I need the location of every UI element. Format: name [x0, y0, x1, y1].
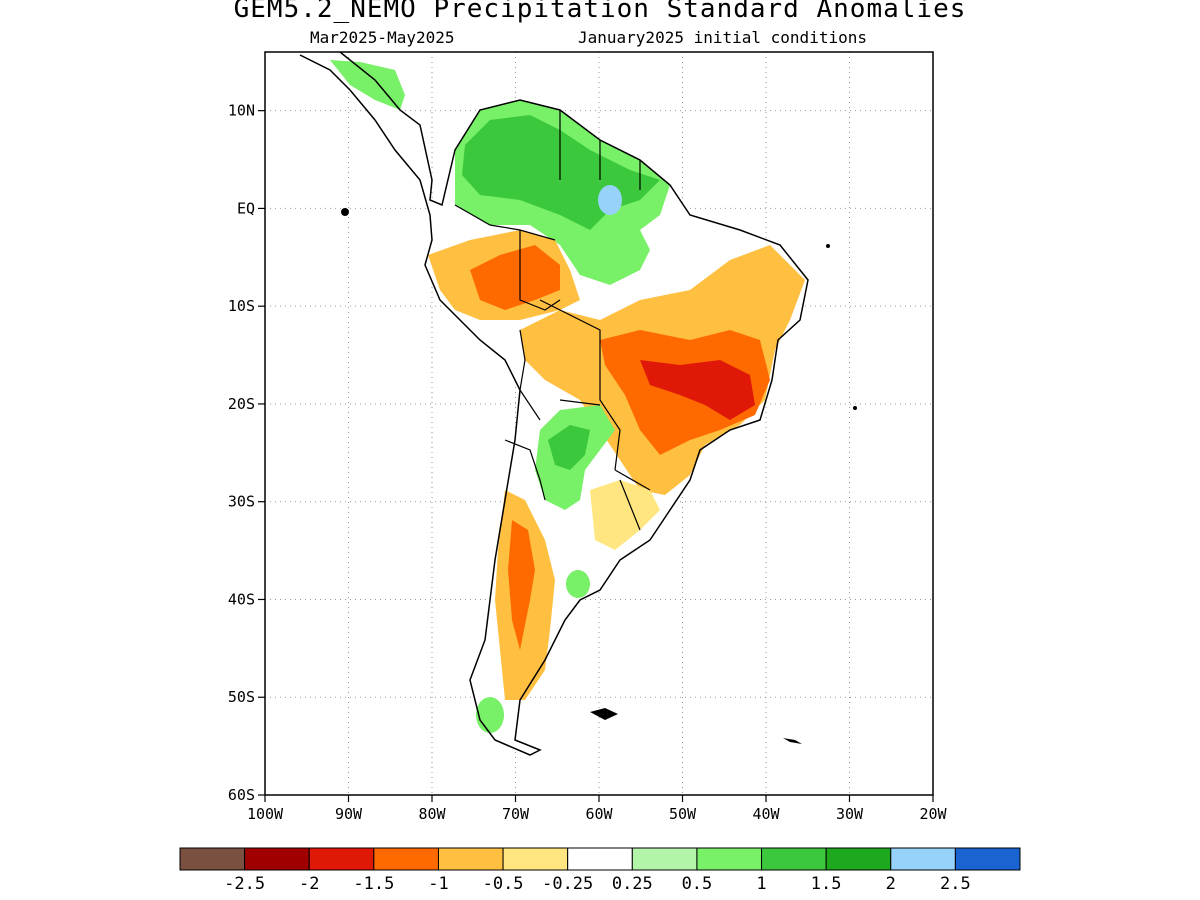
lat-tick-label: EQ: [237, 199, 255, 217]
colorbar-label: -0.5: [483, 874, 524, 894]
colorbar-swatch: [373, 847, 439, 871]
very-dry-region-west-amazon: [470, 245, 560, 310]
lon-tick-label: 20W: [919, 805, 947, 823]
atlantic-islet: [826, 244, 830, 248]
galapagos-islands: [341, 208, 349, 216]
lon-tick-label: 50W: [669, 805, 697, 823]
south-america-landmass: [300, 52, 808, 755]
colorbar-swatch: [890, 847, 956, 871]
wet-patch-central-america: [330, 60, 405, 110]
very-wet-region-paraguay: [548, 425, 590, 470]
colorbar-swatch: [502, 847, 569, 871]
lon-tick-label: 70W: [502, 805, 530, 823]
initial-conditions-label: January2025 initial conditions: [578, 28, 867, 47]
lon-tick-label: 40W: [752, 805, 780, 823]
colorbar-swatch: [825, 847, 892, 871]
colorbar-swatch: [179, 847, 246, 871]
very-dry-region-patagonia: [508, 520, 535, 650]
colorbar-label: 1: [756, 874, 766, 894]
south-georgia: [783, 738, 802, 744]
country-borders: [454, 110, 651, 531]
colorbar-swatch: [631, 847, 698, 871]
colorbar-swatch: [308, 847, 375, 871]
colorbar-label: 0.25: [612, 874, 653, 894]
colorbar-label: -2: [299, 874, 319, 894]
lon-tick-label: 90W: [335, 805, 363, 823]
lon-tick-label: 80W: [418, 805, 446, 823]
falkland-islands: [590, 708, 618, 720]
colorbar-swatch: [696, 847, 763, 871]
colorbar-swatch: [954, 847, 1021, 871]
wet-spot-patagonia: [566, 570, 590, 598]
colorbar-label: 2: [886, 874, 896, 894]
dry-region-uruguay: [590, 480, 660, 550]
colorbar-legend: -2.5 -2 -1.5 -1 -0.5 -0.25 0.25 0.5 1 1.5 2 2.5: [179, 847, 1021, 894]
forecast-period: Mar2025-May2025: [310, 28, 455, 47]
anomaly-field: [299, 52, 857, 756]
colorbar-swatch: [244, 847, 310, 871]
colorbar-label: 0.5: [682, 874, 713, 894]
lon-tick-label: 30W: [836, 805, 864, 823]
extreme-dry-region-brazil: [640, 360, 755, 420]
wet-spot-tierra-del-fuego: [476, 697, 504, 733]
coastline: [299, 52, 809, 756]
colorbar-label: 1.5: [811, 874, 842, 894]
colorbar-label: -1.5: [353, 874, 394, 894]
atlantic-islet: [853, 406, 857, 410]
colorbar-swatch: [761, 847, 827, 871]
lat-tick-label: 30S: [228, 493, 255, 511]
colorbar-swatch: [437, 847, 504, 871]
lat-tick-label: 60S: [228, 786, 255, 804]
lat-tick-label: 10S: [228, 297, 255, 315]
map-title: GEM5.2_NEMO Precipitation Standard Anoma…: [233, 0, 967, 24]
lat-tick-label: 50S: [228, 688, 255, 706]
lat-tick-label: 10N: [228, 102, 255, 120]
strong-wet-spot: [598, 185, 622, 215]
colorbar-swatch: [567, 847, 633, 871]
colorbar-label: 2.5: [940, 874, 971, 894]
lat-tick-label: 40S: [228, 590, 255, 608]
colorbar-label: -2.5: [224, 874, 265, 894]
lon-tick-label: 60W: [585, 805, 613, 823]
lat-tick-label: 20S: [228, 395, 255, 413]
lon-tick-label: 100W: [247, 805, 284, 823]
colorbar-label: -1: [428, 874, 448, 894]
colorbar-label: -0.25: [542, 874, 593, 894]
